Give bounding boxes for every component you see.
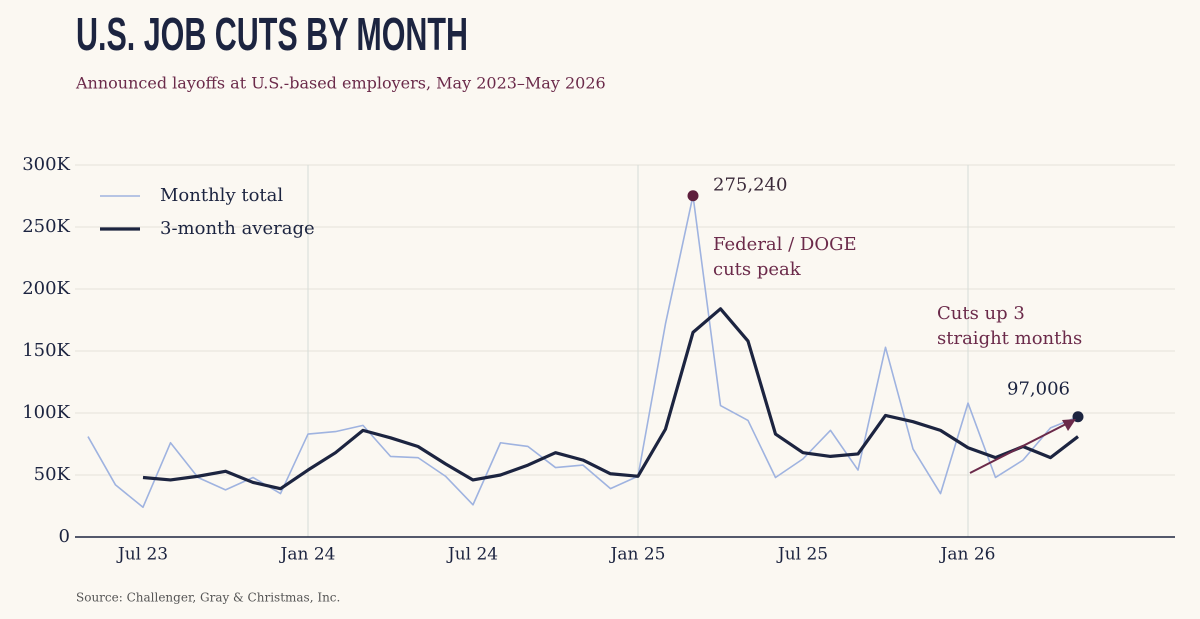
annotation: Federal / DOGE — [713, 234, 857, 255]
x-tick-label: Jul 25 — [776, 545, 828, 565]
chart-subtitle: Announced layoffs at U.S.-based employer… — [75, 74, 606, 93]
y-tick-label: 300K — [22, 154, 70, 175]
x-tick-label: Jul 24 — [446, 545, 498, 565]
annotation-arrowhead — [1062, 419, 1076, 431]
monthly-line — [87, 194, 1079, 509]
data-label: 275,240 — [713, 175, 787, 196]
x-tick-label: Jul 23 — [116, 545, 168, 565]
y-tick-label: 100K — [22, 402, 70, 423]
average-line — [142, 307, 1079, 491]
annotation: Cuts up 3 — [937, 303, 1025, 324]
x-tick-label: Jan 26 — [939, 545, 996, 565]
y-tick-label: 150K — [22, 340, 70, 361]
legend-label: Monthly total — [160, 185, 283, 206]
annotation: straight months — [937, 328, 1082, 349]
y-tick-label: 50K — [34, 464, 71, 485]
data-label: 97,006 — [1007, 379, 1070, 400]
x-tick-label: Jan 24 — [279, 545, 336, 565]
highlight-dot — [687, 190, 699, 202]
x-tick-label: Jan 25 — [609, 545, 666, 565]
annotation: cuts peak — [713, 259, 802, 280]
y-tick-label: 0 — [59, 526, 70, 547]
y-tick-label: 250K — [22, 216, 70, 237]
annotation-arrow — [969, 422, 1069, 474]
chart-title: U.S. JOB CUTS BY MONTH — [76, 8, 468, 60]
y-tick-label: 200K — [22, 278, 70, 299]
source: Source: Challenger, Gray & Christmas, In… — [76, 591, 340, 605]
legend-label: 3-month average — [160, 218, 315, 239]
